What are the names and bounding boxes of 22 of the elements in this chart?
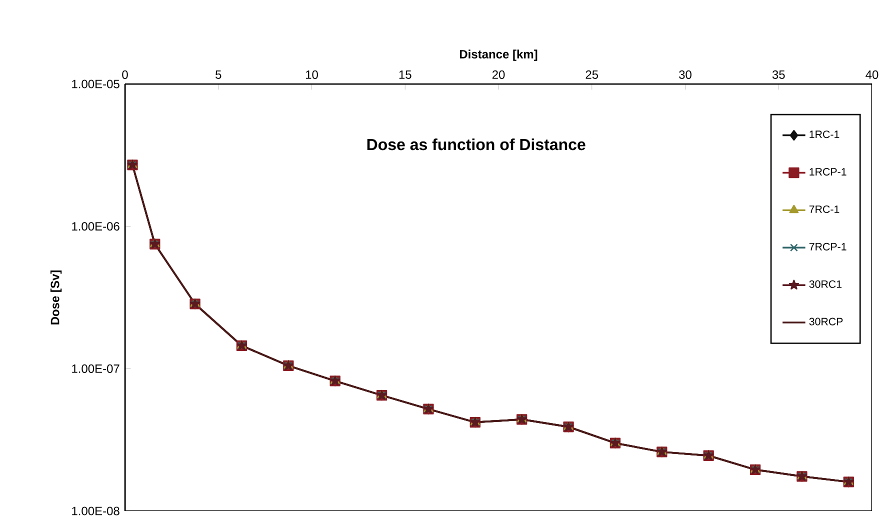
y-tick-label: 1.00E-08 <box>72 506 120 516</box>
y-tick-label: 1.00E-05 <box>72 80 120 88</box>
legend-label: 30RCP <box>809 318 843 326</box>
legend-label: 7RC-1 <box>809 205 840 214</box>
x-tick-label: 5 <box>216 70 222 79</box>
x-axis-title: Distance [km] <box>460 50 538 61</box>
legend-label: 1RCP-1 <box>810 168 846 176</box>
y-tick-label: 1.00E-06 <box>72 222 120 231</box>
text: Dose as function of Distance <box>367 138 586 150</box>
x-tick-label: 30 <box>679 70 692 79</box>
x-tick-label: 35 <box>772 70 785 79</box>
legend-label: 7RCP-1 <box>809 242 846 250</box>
x-tick-label: 40 <box>866 70 878 79</box>
x-tick-label: 20 <box>492 70 505 79</box>
y-tick-label: 1.00E-07 <box>72 364 120 373</box>
x-tick-label: 10 <box>306 70 318 79</box>
x-tick-label: 0 <box>122 70 128 79</box>
x-tick-label: 15 <box>399 70 412 79</box>
legend-label: 1RC-1 <box>810 130 840 138</box>
y-axis-title: Dose [Sv] <box>50 270 62 324</box>
legend-label: 30RC1 <box>809 280 842 288</box>
x-tick-label: 25 <box>586 70 598 79</box>
